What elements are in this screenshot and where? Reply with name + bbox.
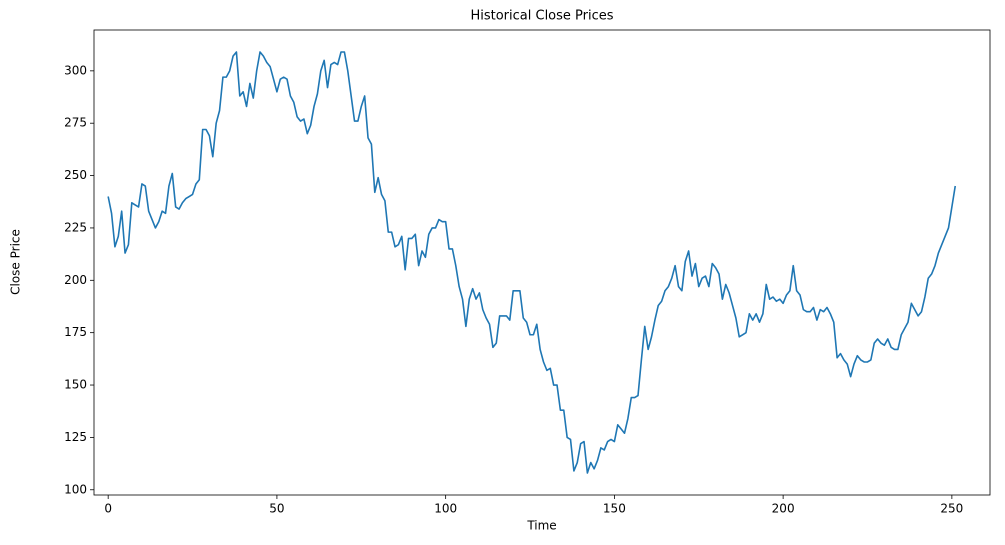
x-tick-label: 250 <box>940 502 963 516</box>
x-tick-label: 150 <box>603 502 626 516</box>
y-tick-label: 200 <box>64 273 87 287</box>
y-tick-label: 175 <box>64 325 87 339</box>
x-tick-label: 50 <box>269 502 284 516</box>
y-tick-label: 225 <box>64 220 87 234</box>
y-tick-label: 300 <box>64 63 87 77</box>
x-tick-label: 100 <box>434 502 457 516</box>
y-tick-label: 100 <box>64 482 87 496</box>
y-tick-label: 250 <box>64 168 87 182</box>
y-axis-label: Close Price <box>9 229 23 295</box>
price-line <box>107 51 957 474</box>
y-tick-label: 275 <box>64 116 87 130</box>
x-tick-label: 0 <box>104 502 112 516</box>
chart-title: Historical Close Prices <box>470 9 613 24</box>
x-tick-label: 200 <box>772 502 795 516</box>
x-axis-label: Time <box>526 519 556 533</box>
axes-frame <box>93 29 991 496</box>
y-tick-label: 125 <box>64 430 87 444</box>
y-tick-label: 150 <box>64 378 87 392</box>
